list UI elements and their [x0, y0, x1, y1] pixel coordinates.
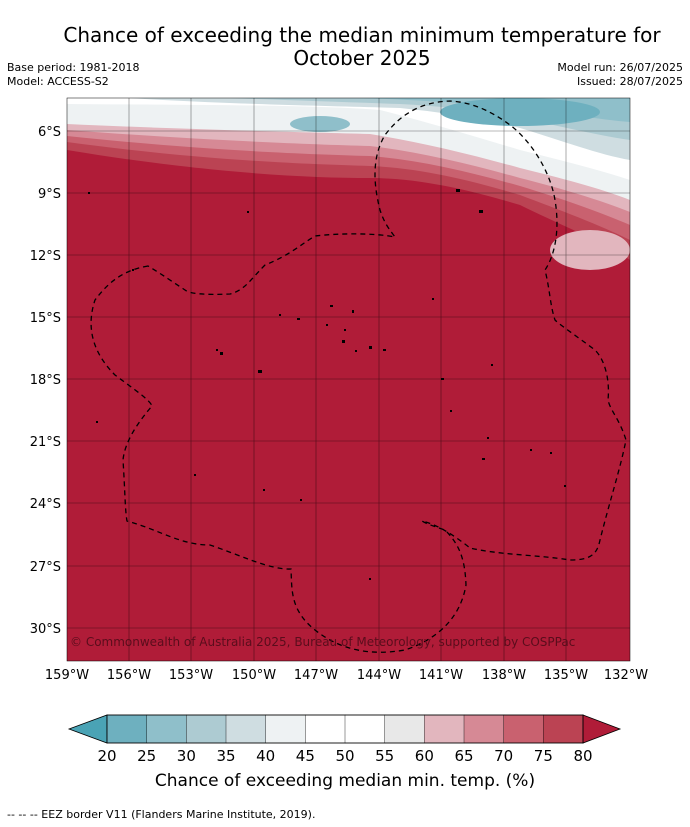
lon-label: 150°W [232, 668, 276, 683]
colorbar-high-arrow [582, 714, 622, 744]
lon-label: 144°W [357, 668, 401, 683]
issued-date: Issued: 28/07/2025 [576, 75, 683, 88]
eez-border [90, 100, 627, 653]
lat-label: 27°S [30, 560, 61, 575]
title-line-2: October 2025 [293, 46, 431, 70]
colorbar-segment [225, 714, 267, 744]
colorbar-tick-label: 50 [335, 747, 354, 765]
lat-labels: 6°S 9°S 12°S 15°S 18°S 21°S 24°S 27°S 30… [30, 125, 61, 637]
colorbar-tick-label: 75 [534, 747, 553, 765]
colorbar-segment [344, 714, 386, 744]
lon-label: 156°W [107, 668, 151, 683]
colorbar-segment [503, 714, 545, 744]
colorbar-segment [384, 714, 426, 744]
colorbar-tick-label: 65 [454, 747, 473, 765]
colorbar-tick-label: 70 [494, 747, 513, 765]
islands [88, 189, 566, 580]
colorbar-ticks: 20 25 30 35 40 45 50 55 60 65 70 75 80 [97, 747, 592, 765]
lat-label: 30°S [30, 622, 61, 637]
meta-right: Model run: 26/07/2025 Issued: 28/07/2025 [557, 61, 683, 89]
colorbar-segment [424, 714, 465, 744]
colorbar-tick-label: 55 [375, 747, 394, 765]
colorbar-segments [106, 714, 584, 744]
band-25 [440, 98, 600, 126]
colorbar: 20 25 30 35 40 45 50 55 60 65 70 75 80 [67, 714, 622, 765]
lon-label: 159°W [45, 668, 89, 683]
lon-label: 135°W [544, 668, 588, 683]
lat-label: 21°S [30, 435, 61, 450]
title-line-1: Chance of exceeding the median minimum t… [63, 23, 661, 47]
lat-label: 24°S [30, 497, 61, 512]
band-60-patch [550, 230, 630, 270]
colorbar-frame [106, 714, 584, 744]
lon-label: 141°W [419, 668, 463, 683]
colorbar-tick-label: 30 [177, 747, 196, 765]
colorbar-segment [543, 714, 584, 744]
colorbar-tick-label: 60 [415, 747, 434, 765]
lon-labels: 159°W 156°W 153°W 150°W 147°W 144°W 141°… [45, 668, 648, 683]
map-area: © Commonwealth of Australia 2025, Bureau… [67, 98, 630, 661]
colorbar-segment [106, 714, 148, 744]
map-frame [66, 97, 631, 662]
colorbar-segment [186, 714, 227, 744]
lat-label: 18°S [30, 373, 61, 388]
colorbar-tick-label: 80 [573, 747, 592, 765]
model-name: Model: ACCESS-S2 [7, 75, 109, 88]
lat-label: 12°S [30, 249, 61, 264]
lat-label: 15°S [30, 311, 61, 326]
base-period: Base period: 1981-2018 [7, 61, 140, 74]
colorbar-tick-label: 40 [256, 747, 275, 765]
band-30-patch [290, 116, 350, 132]
copyright-text: © Commonwealth of Australia 2025, Bureau… [70, 635, 575, 649]
gridlines [67, 98, 630, 661]
lon-label: 132°W [604, 668, 648, 683]
lat-label: 6°S [38, 125, 61, 140]
colorbar-tick-label: 25 [137, 747, 156, 765]
lon-label: 153°W [169, 668, 213, 683]
colorbar-tick-label: 20 [97, 747, 116, 765]
colorbar-segment [305, 714, 346, 744]
colorbar-tick-label: 35 [216, 747, 235, 765]
colorbar-segment [463, 714, 505, 744]
meta-left: Base period: 1981-2018 Model: ACCESS-S2 [7, 61, 139, 89]
eez-footnote: -- -- -- EEZ border V11 (Flanders Marine… [7, 808, 316, 821]
colorbar-tick-label: 45 [296, 747, 315, 765]
chart-title: Chance of exceeding the median minimum t… [0, 24, 690, 70]
model-run: Model run: 26/07/2025 [557, 61, 683, 74]
lon-label: 138°W [482, 668, 526, 683]
colorbar-label: Chance of exceeding median min. temp. (%… [154, 771, 536, 791]
colorbar-segment [146, 714, 188, 744]
colorbar-segment [265, 714, 307, 744]
lat-label: 9°S [38, 187, 61, 202]
colorbar-low-arrow [67, 714, 108, 744]
lon-label: 147°W [294, 668, 338, 683]
